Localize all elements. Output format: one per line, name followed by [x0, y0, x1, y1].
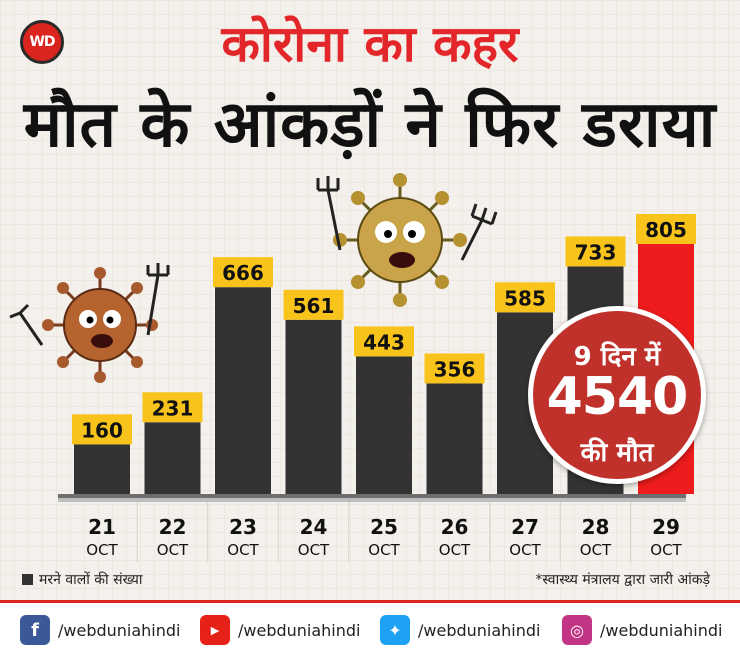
tick-label-day-23: 23 [229, 515, 257, 539]
chart-legend: मरने वालों की संख्या [22, 570, 143, 589]
tick-label-day-26: 26 [441, 515, 469, 539]
badge-caption-text: की मौत [580, 438, 654, 468]
twitter-icon: ✦ [380, 615, 410, 645]
tick-label-day-29: 29 [652, 515, 680, 539]
data-label-25: 443 [363, 330, 405, 354]
tick-label-day-25: 25 [370, 515, 398, 539]
x-axis-shadow [58, 498, 686, 502]
twitter-link[interactable]: ✦ /webduniahindi [380, 615, 541, 645]
bar-22 [144, 422, 201, 494]
data-label-bg-28 [565, 236, 626, 267]
tick-label-day-22: 22 [159, 515, 187, 539]
tick-label-month-23: OCT [227, 541, 259, 559]
page-title: कोरोना का कहर [221, 15, 519, 73]
data-label-27: 585 [504, 286, 546, 310]
bar-26 [426, 383, 483, 494]
data-label-21: 160 [81, 418, 123, 442]
badge-total-number: 4540 [546, 367, 689, 427]
data-label-bg-21 [72, 414, 132, 445]
instagram-icon: ◎ [562, 615, 592, 645]
data-label-29: 805 [645, 218, 687, 242]
legend-label: मरने वालों की संख्या [39, 572, 143, 588]
data-label-bg-23 [213, 257, 273, 288]
total-deaths-badge: 9 दिन में 4540 की मौत [528, 306, 706, 484]
webdunia-logo: WD [20, 20, 64, 64]
source-note: *स्वास्थ्य मंत्रालय द्वारा जारी आंकड़े [535, 572, 710, 588]
youtube-link[interactable]: ▶ /webduniahindi [200, 615, 361, 645]
youtube-icon: ▶ [200, 615, 230, 645]
facebook-handle: /webduniahindi [58, 620, 181, 640]
badge-period-text: 9 दिन में [573, 342, 661, 372]
data-label-bg-22 [142, 392, 203, 423]
tick-label-month-28: OCT [580, 541, 612, 559]
tick-label-day-28: 28 [582, 515, 610, 539]
tick-label-month-21: OCT [86, 541, 118, 559]
tick-label-month-29: OCT [650, 541, 682, 559]
data-label-bg-29 [636, 214, 696, 244]
bar-21 [74, 444, 130, 494]
virus-illustration-center-icon [316, 173, 498, 307]
tick-label-month-25: OCT [368, 541, 400, 559]
data-label-bg-26 [424, 353, 485, 384]
twitter-handle: /webduniahindi [418, 620, 541, 640]
page-subtitle: मौत के आंकड़ों ने फिर डराया [23, 88, 717, 162]
legend-swatch [22, 574, 33, 585]
data-label-bg-25 [354, 326, 414, 357]
bar-23 [215, 287, 271, 494]
data-label-bg-24 [283, 289, 344, 320]
tick-label-day-21: 21 [88, 515, 116, 539]
social-footer: f /webduniahindi ▶ /webduniahindi ✦ /web… [0, 600, 740, 652]
youtube-handle: /webduniahindi [238, 620, 361, 640]
data-label-22: 231 [152, 396, 194, 420]
x-axis-baseline [58, 494, 686, 498]
tick-label-month-22: OCT [157, 541, 189, 559]
tick-label-month-27: OCT [509, 541, 541, 559]
instagram-handle: /webduniahindi [600, 620, 723, 640]
data-label-26: 356 [434, 357, 476, 381]
tick-label-month-24: OCT [298, 541, 330, 559]
tick-label-month-26: OCT [439, 541, 471, 559]
logo-text: WD [29, 34, 55, 50]
data-label-28: 733 [575, 240, 617, 264]
data-label-23: 666 [222, 261, 264, 285]
facebook-link[interactable]: f /webduniahindi [20, 615, 181, 645]
bar-24 [285, 319, 342, 494]
instagram-link[interactable]: ◎ /webduniahindi [562, 615, 723, 645]
tick-label-day-27: 27 [511, 515, 539, 539]
data-label-24: 561 [293, 294, 335, 318]
virus-illustration-left-icon [9, 263, 170, 383]
death-count-bar-chart: 160 21 OCT 231 22 OCT 666 23 OCT 561 24 OCT 443 25 OCT… [9, 173, 696, 562]
tick-label-day-24: 24 [300, 515, 328, 539]
data-label-bg-27 [495, 282, 555, 313]
bar-25 [356, 356, 412, 494]
facebook-icon: f [20, 615, 50, 645]
